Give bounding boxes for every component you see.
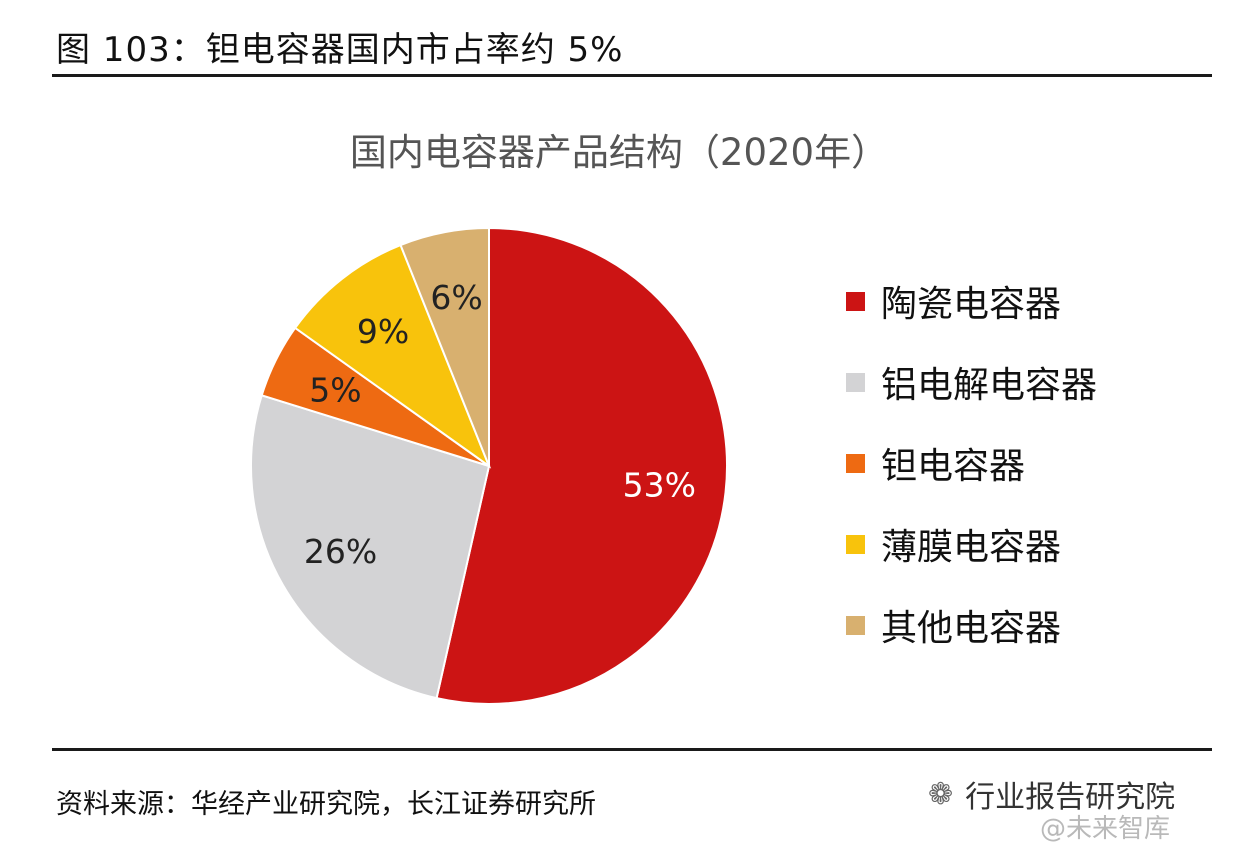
pie-slice-1 xyxy=(435,226,728,705)
legend-item-5: 其他电容器 xyxy=(846,598,1097,652)
watermark: ❁ 行业报告研究院 xyxy=(928,772,1175,816)
slice-data-label-5: 6% xyxy=(430,278,482,317)
pie-slice-4 xyxy=(293,243,492,469)
legend-swatch xyxy=(846,453,865,473)
slice-data-label-4: 9% xyxy=(357,312,409,351)
legend-item-4: 薄膜电容器 xyxy=(846,517,1097,571)
source-note: 资料来源：华经产业研究院，长江证券研究所 xyxy=(56,789,596,820)
bottom-rule xyxy=(52,748,1212,751)
legend-swatch xyxy=(846,372,865,392)
top-rule xyxy=(52,74,1212,77)
legend-swatch xyxy=(846,615,865,635)
watermark-text: 行业报告研究院 xyxy=(965,780,1176,815)
legend-swatch xyxy=(846,534,865,554)
legend-label: 陶瓷电容器 xyxy=(881,284,1062,325)
legend-label: 铝电解电容器 xyxy=(881,365,1098,406)
legend-label: 钽电容器 xyxy=(881,446,1026,487)
legend-label: 薄膜电容器 xyxy=(881,527,1062,568)
legend: 陶瓷电容器铝电解电容器 钽电容器薄膜电容器其他电容器 xyxy=(846,274,1097,679)
slice-data-label-1: 53% xyxy=(623,465,696,504)
slice-data-label-2: 26% xyxy=(304,532,377,571)
legend-item-2: 铝电解电容器 xyxy=(846,355,1097,409)
wechat-icon: ❁ xyxy=(928,776,954,812)
watermark-subtext: @未来智库 xyxy=(1040,814,1171,844)
legend-item-3: 钽电容器 xyxy=(846,436,1097,490)
pie-slice-2 xyxy=(250,394,491,700)
legend-item-1: 陶瓷电容器 xyxy=(846,274,1097,328)
figure-title: 图 103：钽电容器国内市占率约 5% xyxy=(56,30,624,70)
pie-slice-5 xyxy=(399,226,490,467)
legend-label: 其他电容器 xyxy=(881,608,1062,649)
legend-swatch xyxy=(846,291,865,311)
slice-data-label-3: 5% xyxy=(309,370,361,409)
chart-title: 国内电容器产品结构（2020年） xyxy=(349,131,889,174)
